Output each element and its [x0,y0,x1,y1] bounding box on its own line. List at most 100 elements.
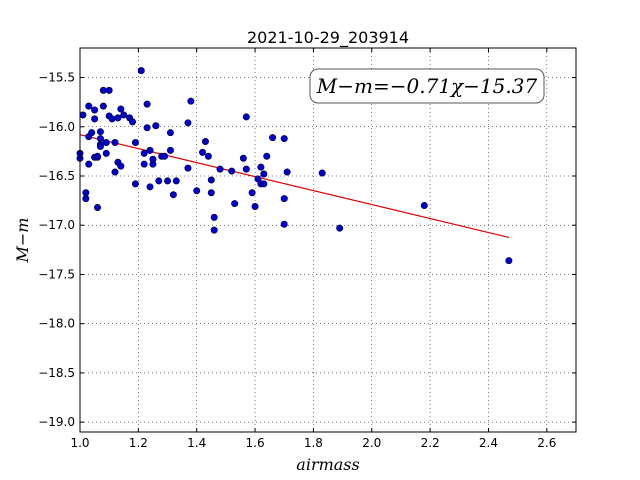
data-point [187,97,195,105]
data-point [88,129,96,137]
data-point [260,180,268,188]
x-tick-label: 1.4 [187,436,206,450]
data-point [129,118,137,126]
data-point [260,170,268,178]
y-tick-label: −18.0 [38,317,75,331]
x-tick-labels: 1.0 1.2 1.4 1.6 1.8 2.0 2.2 2.4 2.6 [70,436,556,450]
data-point [199,148,207,156]
y-tick-label: −17.0 [38,218,75,232]
x-tick-label: 1.8 [304,436,323,450]
data-point [207,189,215,197]
y-tick-label: −17.5 [38,267,75,281]
y-tick-label: −18.5 [38,366,75,380]
data-point [108,115,116,123]
data-point [96,142,104,150]
data-point [96,135,104,143]
data-point [137,67,145,75]
data-point [91,115,99,123]
data-point [140,160,148,168]
data-point [102,149,110,157]
data-point [228,167,236,175]
y-axis-label: M−m [13,218,32,264]
data-point [184,164,192,172]
data-point [166,129,174,137]
data-point [111,168,119,176]
data-point [152,122,160,130]
data-point [280,220,288,228]
data-point [82,195,90,203]
data-point [146,183,154,191]
ticks [79,48,576,432]
annotation-text: M−m=−0.71χ−15.37 [316,74,538,98]
data-point [242,165,250,173]
data-point [99,102,107,110]
data-point [85,160,93,168]
data-point [210,213,218,221]
data-point [283,168,291,176]
data-point [143,100,151,108]
plot-frame [79,47,577,433]
data-point [102,139,110,147]
data-point [82,189,90,197]
data-point [251,203,259,211]
data-point [257,163,265,171]
chart-title: 2021-10-29_203914 [247,28,409,48]
data-point [161,152,169,160]
data-point [79,111,87,119]
data-point [420,202,428,210]
data-point [204,152,212,160]
data-point [201,138,209,146]
data-point [210,226,218,234]
y-tick-labels: −15.5 −16.0 −16.5 −17.0 −17.5 −18.0 −18.5 −19.0 [38,71,75,430]
data-point [164,177,172,185]
data-point [146,146,154,154]
data-point [336,224,344,232]
data-point [207,176,215,184]
data-point [280,195,288,203]
x-tick-label: 1.6 [246,436,265,450]
data-point [248,189,256,197]
x-tick-label: 1.2 [129,436,148,450]
data-point [166,146,174,154]
data-point [231,200,239,208]
x-tick-label: 2.2 [421,436,440,450]
data-point [85,102,93,110]
data-point [131,139,139,147]
data-point [140,149,148,157]
data-point [216,165,224,173]
data-point [269,134,277,142]
data-point [239,154,247,162]
data-point [105,86,113,94]
grid [79,48,576,432]
data-point [99,86,107,94]
data-point [91,106,99,114]
data-point [172,177,180,185]
y-tick-label: −16.0 [38,120,75,134]
data-point [263,152,271,160]
data-point [120,111,128,119]
data-point [143,124,151,132]
y-tick-label: −16.5 [38,169,75,183]
data-point [193,187,201,195]
data-point [242,113,250,121]
data-point [94,204,102,212]
data-point [96,128,104,136]
y-tick-label: −15.5 [38,71,75,85]
fit-annotation: M−m=−0.71χ−15.37 [309,68,545,104]
x-tick-label: 2.0 [362,436,381,450]
data-point [117,105,125,113]
data-point [94,152,102,160]
data-point [505,257,513,265]
data-point [149,155,157,163]
data-point [184,119,192,127]
x-tick-label: 1.0 [70,436,89,450]
x-axis-label: airmass [296,455,359,474]
x-tick-label: 2.4 [479,436,498,450]
annotation-box [309,68,545,104]
y-tick-label: −19.0 [38,415,75,429]
data-point [111,139,119,147]
plot-area [80,48,576,432]
data-point [114,114,122,122]
points-layer [76,67,513,265]
